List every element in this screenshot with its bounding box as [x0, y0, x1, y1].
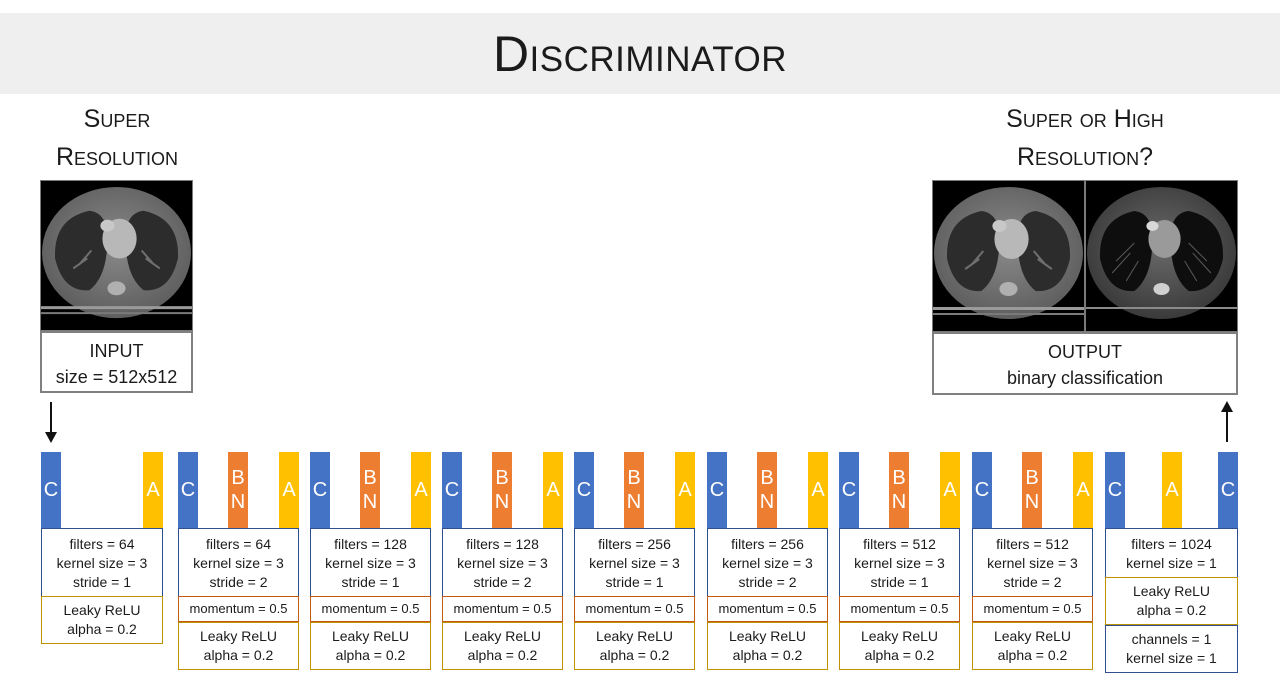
activation-bar: A: [543, 452, 563, 528]
activation-params-box: Leaky ReLU alpha = 0.2: [442, 622, 563, 670]
input-heading: Super Resolution: [40, 100, 194, 176]
activation-params-box: Leaky ReLU alpha = 0.2: [839, 622, 960, 670]
output-ct-image-super: [932, 180, 1085, 332]
conv-bar: C: [41, 452, 61, 528]
activation-bar: A: [279, 452, 299, 528]
conv-bar: C: [839, 452, 859, 528]
batchnorm-params-box: momentum = 0.5: [839, 596, 960, 622]
activation-params-box: Leaky ReLU alpha = 0.2: [972, 622, 1093, 670]
input-heading-line: Resolution: [55, 143, 179, 171]
batchnorm-params-box: momentum = 0.5: [178, 596, 299, 622]
batchnorm-params-box: momentum = 0.5: [310, 596, 431, 622]
output-heading-line: Resolution?: [1017, 143, 1153, 171]
activation-params-box: Leaky ReLU alpha = 0.2: [178, 622, 299, 670]
input-heading-line: Super: [83, 105, 151, 133]
page-title: Discriminator: [492, 26, 788, 82]
conv-params-box: filters = 64 kernel size = 3 stride = 2: [178, 528, 299, 598]
conv-bar: C: [707, 452, 727, 528]
conv-bar: C: [442, 452, 462, 528]
conv-params-box: filters = 64 kernel size = 3 stride = 1: [41, 528, 163, 598]
conv-bar: C: [310, 452, 330, 528]
conv-params-box: filters = 512 kernel size = 3 stride = 1: [839, 528, 960, 598]
activation-bar: A: [1073, 452, 1093, 528]
output-heading: Super or High Resolution?: [932, 100, 1238, 176]
conv-bar: C: [972, 452, 992, 528]
input-box-line: size = 512x512: [55, 367, 178, 387]
activation-bar: A: [411, 452, 431, 528]
batchnorm-params-box: momentum = 0.5: [574, 596, 695, 622]
activation-bar: A: [675, 452, 695, 528]
conv-params-box: filters = 128 kernel size = 3 stride = 1: [310, 528, 431, 598]
output-box: OUTPUT binary classification: [932, 332, 1238, 395]
activation-params-box: Leaky ReLU alpha = 0.2: [574, 622, 695, 670]
batchnorm-params-box: momentum = 0.5: [707, 596, 828, 622]
output-heading-line: Super or High: [1006, 105, 1164, 133]
conv-params-box: filters = 512 kernel size = 3 stride = 2: [972, 528, 1093, 598]
conv-params-box: filters = 256 kernel size = 3 stride = 2: [707, 528, 828, 598]
batchnorm-params-box: momentum = 0.5: [442, 596, 563, 622]
up-arrow-icon: [1221, 401, 1233, 442]
activation-bar: A: [143, 452, 163, 528]
title-band: [0, 13, 1280, 94]
activation-params-box: Leaky ReLU alpha = 0.2: [707, 622, 828, 670]
activation-bar: A: [940, 452, 960, 528]
down-arrow-icon: [45, 402, 57, 443]
conv-bar: C: [1105, 452, 1125, 528]
input-box: INPUT size = 512x512: [40, 331, 193, 393]
final-conv-params-box: channels = 1 kernel size = 1: [1105, 625, 1238, 673]
output-ct-image-high: [1085, 180, 1238, 332]
conv-bar: C: [178, 452, 198, 528]
input-box-line: INPUT: [89, 341, 144, 361]
conv-params-box: filters = 1024 kernel size = 1: [1105, 528, 1238, 578]
activation-bar: A: [808, 452, 828, 528]
activation-bar: A: [1162, 452, 1182, 528]
input-ct-image: [40, 180, 193, 331]
output-box-line: binary classification: [1006, 368, 1164, 388]
final-conv-bar: C: [1218, 452, 1238, 528]
conv-params-box: filters = 256 kernel size = 3 stride = 1: [574, 528, 695, 598]
conv-bar: C: [574, 452, 594, 528]
activation-params-box: Leaky ReLU alpha = 0.2: [41, 596, 163, 644]
batchnorm-params-box: momentum = 0.5: [972, 596, 1093, 622]
output-box-line: OUTPUT: [1048, 342, 1122, 362]
conv-params-box: filters = 128 kernel size = 3 stride = 2: [442, 528, 563, 598]
activation-params-box: Leaky ReLU alpha = 0.2: [310, 622, 431, 670]
activation-params-box: Leaky ReLU alpha = 0.2: [1105, 577, 1238, 625]
